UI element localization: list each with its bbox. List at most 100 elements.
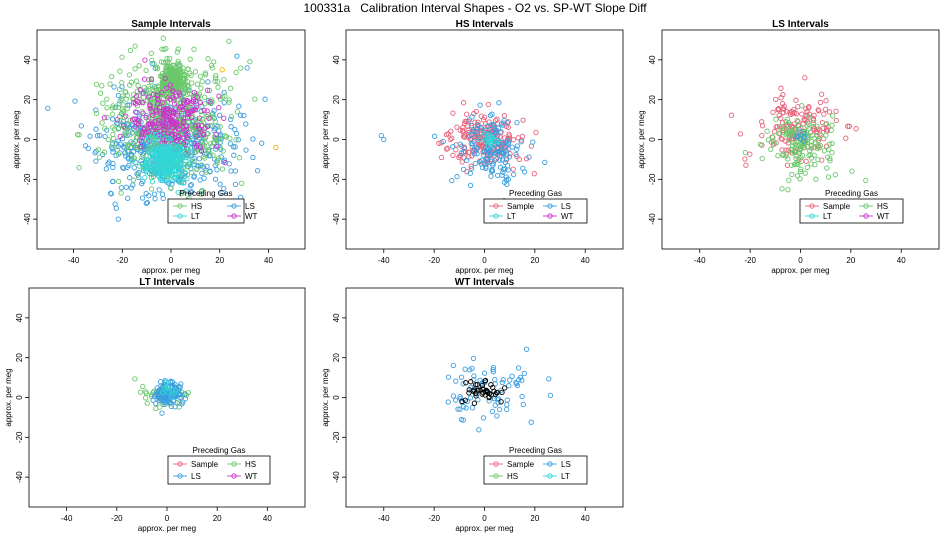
y-tick-label: 0 [332, 395, 341, 400]
point-lt [187, 146, 194, 152]
point-hs [109, 73, 115, 80]
point-ls [128, 185, 134, 191]
point-ls [172, 404, 178, 410]
point-ls [221, 157, 228, 163]
point-hs [804, 164, 811, 171]
y-tick-label: 0 [648, 137, 657, 142]
panel-3: LS Intervals -40 -20 0 20 40 -40 -20 0 20 40 approx… [637, 19, 940, 275]
point-hs [159, 46, 165, 52]
x-tick-label: 40 [264, 256, 273, 265]
point-wt [157, 123, 163, 129]
legend-label: LS [561, 460, 571, 469]
point-ls [82, 143, 89, 149]
point-ls [212, 176, 219, 182]
panel-title: WT Intervals [455, 277, 515, 288]
point-hs [95, 147, 101, 153]
point-lt [157, 169, 163, 176]
point-ls [159, 410, 165, 416]
point-hs [176, 400, 183, 406]
point-sample [817, 127, 823, 133]
point-ls [489, 408, 496, 415]
point-ls [490, 369, 496, 375]
point-ls [462, 366, 468, 372]
point-ls [501, 179, 508, 185]
point-hs [808, 161, 814, 167]
point-black [474, 381, 480, 388]
point-hs [117, 118, 123, 124]
point-hs [770, 134, 776, 140]
point-lt [483, 138, 489, 144]
legend-label: Sample [507, 460, 535, 469]
point-ls [134, 171, 140, 177]
point-wt [151, 91, 157, 98]
legend-label: WT [245, 212, 258, 221]
legend-title: Preceding Gas [509, 446, 562, 455]
x-tick-label: -20 [111, 514, 123, 523]
point-hs [93, 81, 100, 88]
point-lt [180, 149, 186, 155]
legend-marker [231, 213, 237, 219]
point-wt [162, 107, 169, 114]
point-sample [747, 151, 753, 157]
point-hs [788, 147, 794, 153]
point-hs [788, 162, 795, 168]
legend-label: LT [507, 212, 516, 221]
point-hs [101, 149, 108, 155]
point-ls [463, 405, 469, 411]
point-wt [194, 94, 200, 100]
point-wt [176, 134, 182, 140]
legend-marker [177, 461, 183, 467]
legend-marker [177, 473, 183, 479]
x-tick-label: 0 [165, 514, 170, 523]
point-wt [177, 91, 183, 97]
point-hs [219, 166, 226, 172]
point-hs [127, 82, 133, 88]
legend-box [799, 198, 904, 224]
point-ls [151, 191, 158, 197]
point-ls [494, 133, 500, 139]
point-ls [119, 84, 125, 90]
point-wt [180, 118, 186, 124]
point-hs [863, 177, 869, 184]
legend: Preceding Gas Sample HS LS WT [167, 446, 271, 485]
point-wt [216, 93, 222, 99]
point-wt [163, 110, 169, 116]
point-sample [503, 157, 510, 163]
x-tick-label: 40 [897, 256, 906, 265]
point-wt [155, 95, 161, 102]
point-lt [145, 135, 152, 142]
point-hs [252, 96, 258, 102]
point-wt [192, 107, 198, 113]
point-lt [178, 140, 184, 147]
point-wt [191, 140, 197, 147]
point-sample [478, 113, 484, 119]
point-ls [259, 140, 265, 146]
point-hs [123, 96, 129, 102]
point-ls [241, 112, 247, 119]
point-hs [228, 85, 234, 91]
legend-marker [809, 213, 815, 219]
point-ls [455, 406, 461, 412]
point-hs [794, 173, 801, 179]
point-ls [378, 132, 384, 139]
point-ls [143, 200, 149, 206]
point-ls [499, 172, 505, 178]
point-hs [757, 141, 764, 148]
point-hs [789, 171, 795, 178]
point-hs [148, 186, 155, 192]
point-sample [531, 171, 537, 177]
point-lt [180, 180, 187, 186]
point-hs [199, 78, 205, 85]
point-lt [157, 155, 163, 162]
point-wt [207, 99, 213, 105]
point-hs [148, 79, 154, 85]
point-sample [779, 136, 785, 142]
point-lt [143, 159, 150, 165]
point-ls [250, 154, 256, 161]
point-ls [521, 370, 527, 377]
point-ls [474, 151, 480, 157]
point-ls [468, 165, 475, 172]
point-hs [125, 143, 131, 149]
point-ls [228, 124, 234, 130]
point-wt [200, 131, 206, 137]
